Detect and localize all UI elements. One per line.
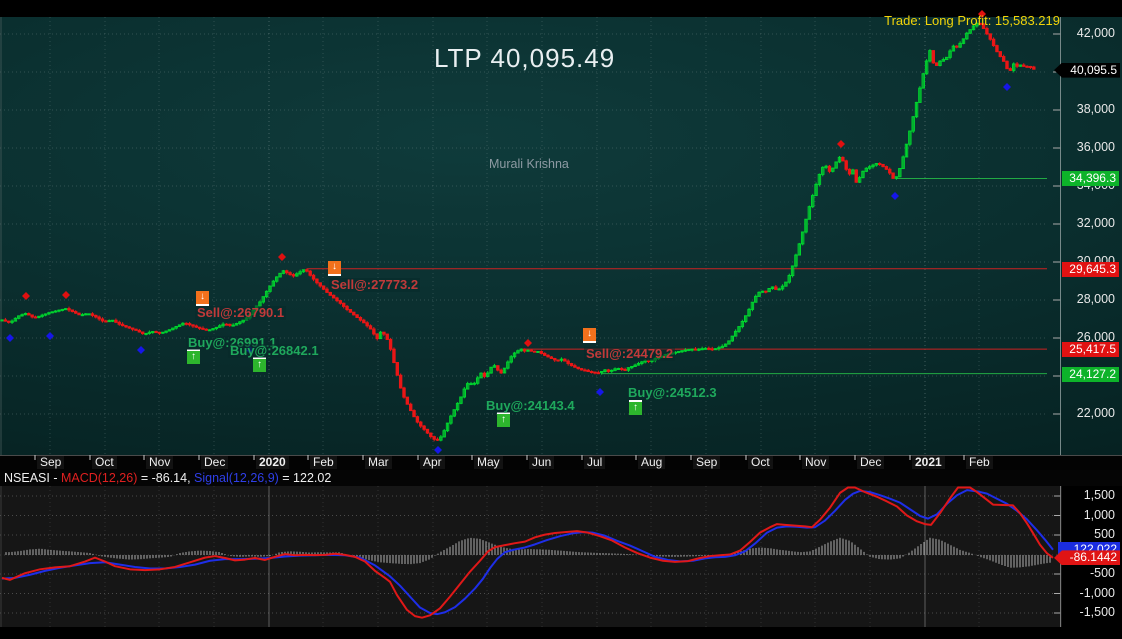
price-axis-label: 36,000 bbox=[1076, 140, 1115, 154]
macd-title-segment-1: MACD(12,26) bbox=[60, 471, 138, 485]
macd-title-segment-3: Signal(12,26,9) bbox=[194, 471, 279, 485]
buy-signal-icon: ↑ bbox=[497, 412, 510, 427]
price-chart-area[interactable] bbox=[0, 17, 1122, 455]
price-axis-label: 22,000 bbox=[1076, 406, 1115, 420]
level-badge: 34,396.3 bbox=[1062, 171, 1119, 187]
month-label-dec-15: Dec bbox=[857, 456, 885, 469]
macd-value-badge: -86.1442 bbox=[1054, 550, 1120, 566]
month-label-oct-13: Oct bbox=[748, 456, 773, 469]
watermark: Murali Krishna bbox=[489, 157, 569, 171]
price-axis-label: 28,000 bbox=[1076, 292, 1115, 306]
month-label-aug-11: Aug bbox=[638, 456, 666, 469]
month-label-nov-14: Nov bbox=[802, 456, 830, 469]
macd-axis-label: 500 bbox=[1094, 527, 1115, 541]
month-label-apr-7: Apr bbox=[420, 456, 445, 469]
month-label-sep-12: Sep bbox=[693, 456, 721, 469]
buy-signal-icon: ↑ bbox=[187, 349, 200, 364]
macd-axis-label: -500 bbox=[1089, 566, 1115, 580]
month-label-jun-9: Jun bbox=[529, 456, 555, 469]
macd-axis-label: -1,500 bbox=[1079, 605, 1115, 619]
month-label-may-8: May bbox=[474, 456, 503, 469]
sell-signal-icon: ↓ bbox=[196, 291, 209, 306]
price-axis-label: 26,000 bbox=[1076, 330, 1115, 344]
sell-signal-icon: ↓ bbox=[328, 261, 341, 276]
price-axis-label: 42,000 bbox=[1076, 26, 1115, 40]
month-label-nov-2: Nov bbox=[146, 456, 174, 469]
month-label-sep-0: Sep bbox=[37, 456, 65, 469]
trade-status: Trade: Long Profit: 15,583.219 bbox=[884, 13, 1060, 28]
sell-signal-label: Sell@:26790.1 bbox=[195, 305, 287, 320]
level-badge: 29,645.3 bbox=[1062, 261, 1119, 277]
month-label-feb-5: Feb bbox=[310, 456, 337, 469]
buy-signal-label: Buy@:24143.4 bbox=[484, 398, 577, 413]
sell-signal-label: Sell@:24479.2 bbox=[584, 346, 676, 361]
month-label-2021-16: 2021 bbox=[912, 456, 945, 469]
buy-signal-icon: ↑ bbox=[253, 357, 266, 372]
macd-title-segment-4: = 122.02 bbox=[278, 471, 332, 485]
price-axis-label: 38,000 bbox=[1076, 102, 1115, 116]
price-axis-label: 32,000 bbox=[1076, 216, 1115, 230]
macd-title-bar: NSEASI - MACD(12,26) = -86.14, Signal(12… bbox=[0, 470, 1122, 486]
buy-signal-icon: ↑ bbox=[629, 400, 642, 415]
ltp-label: LTP 40,095.49 bbox=[434, 43, 616, 73]
level-badge: 25,417.5 bbox=[1062, 342, 1119, 358]
month-label-dec-3: Dec bbox=[201, 456, 229, 469]
buy-signal-label: Buy@:24512.3 bbox=[626, 385, 719, 400]
macd-axis-label: 1,500 bbox=[1083, 488, 1115, 502]
buy-signal-label: Buy@:26842.1 bbox=[228, 343, 321, 358]
month-label-mar-6: Mar bbox=[365, 456, 392, 469]
month-label-jul-10: Jul bbox=[584, 456, 606, 469]
month-label-oct-1: Oct bbox=[92, 456, 117, 469]
macd-chart-area[interactable] bbox=[0, 486, 1062, 627]
sell-signal-label: Sell@:27773.2 bbox=[329, 277, 421, 292]
sell-signal-icon: ↓ bbox=[583, 328, 596, 343]
macd-title-segment-0: NSEASI - bbox=[4, 471, 61, 485]
month-label-feb-17: Feb bbox=[966, 456, 993, 469]
macd-axis-label: 1,000 bbox=[1083, 507, 1115, 522]
level-badge: 24,127.2 bbox=[1062, 366, 1119, 382]
macd-axis-label: -1,000 bbox=[1079, 585, 1115, 600]
macd-title-segment-2: = -86.14, bbox=[137, 471, 195, 485]
last-price-badge: 40,095.5 bbox=[1054, 62, 1120, 78]
bottom-strip bbox=[0, 627, 1122, 639]
month-label-2020-4: 2020 bbox=[256, 456, 289, 469]
